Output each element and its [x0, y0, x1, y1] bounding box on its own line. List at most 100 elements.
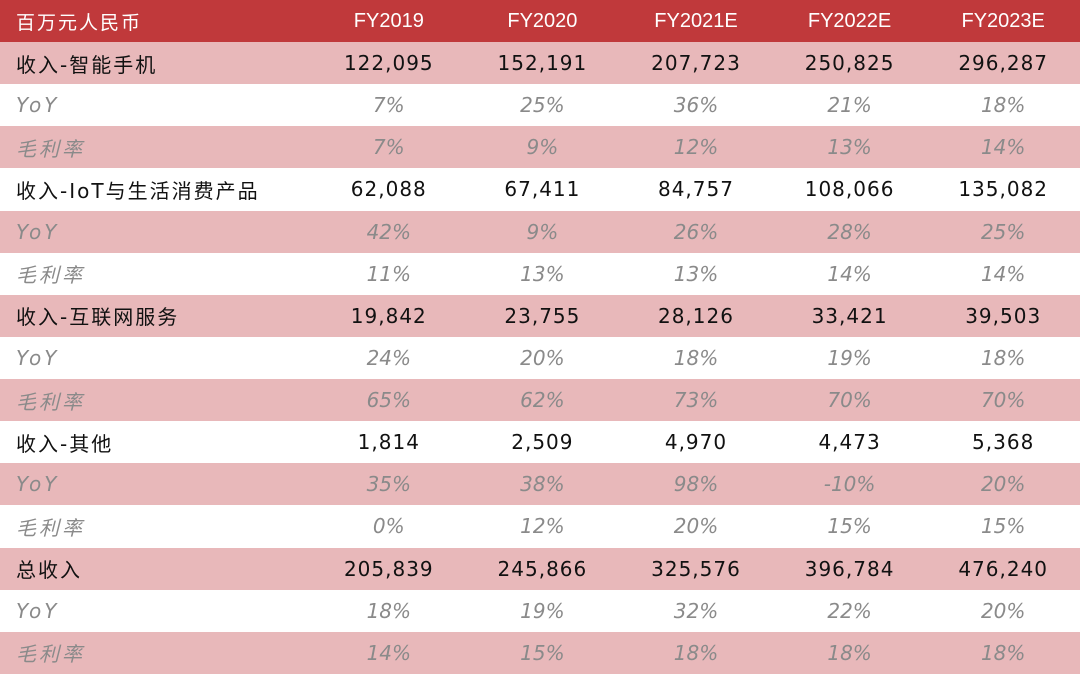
table-cell: 18%	[980, 345, 1026, 370]
table-cell: 20%	[673, 514, 719, 539]
table-cell: 4,970	[664, 430, 728, 455]
table-cell: 14%	[980, 261, 1026, 286]
table-cell: 7%	[372, 93, 405, 118]
table-cell: 38%	[520, 472, 565, 497]
table-cell: 19%	[827, 345, 872, 370]
row-label: 总收入	[16, 558, 82, 583]
table-cell: 14%	[827, 261, 872, 286]
table-cell: 18%	[673, 640, 719, 665]
table-cell: 21%	[827, 93, 872, 118]
row-label: 毛利率	[16, 642, 85, 667]
table-cell: 19%	[520, 598, 565, 623]
table-row: 总收入 205,839 245,866 325,576 396,784 476,240	[0, 547, 1080, 590]
table-row: YoY 35% 38% 98% -10% 20%	[0, 463, 1080, 506]
table-cell: 65%	[366, 388, 412, 413]
table-cell: 18%	[980, 93, 1026, 118]
table-row: 毛利率 11% 13% 13% 14% 14%	[0, 252, 1080, 295]
header-unit: 百万元人民币	[16, 11, 143, 34]
row-label: 毛利率	[16, 515, 85, 540]
table-cell: 207,723	[651, 51, 741, 76]
table-cell: 67,411	[504, 177, 581, 202]
table-cell: 23,755	[504, 303, 581, 328]
table-cell: 62%	[520, 388, 565, 413]
table-cell: 14%	[366, 640, 412, 665]
table-cell: 7%	[372, 135, 405, 160]
table-cell: 20%	[980, 598, 1026, 623]
row-label: 收入-IoT与生活消费产品	[16, 178, 260, 203]
table-cell: 98%	[673, 472, 719, 497]
table-cell: 18%	[673, 345, 719, 370]
table-cell: 476,240	[958, 556, 1049, 581]
table-cell: 22%	[827, 598, 872, 623]
table-row: YoY 24% 20% 18% 19% 18%	[0, 336, 1080, 379]
table-cell: 18%	[366, 598, 412, 623]
table-cell: 20%	[520, 345, 565, 370]
table-cell: 396,784	[804, 556, 895, 581]
table-cell: 33,421	[811, 303, 888, 328]
table-row: YoY 42% 9% 26% 28% 25%	[0, 210, 1080, 253]
table-cell: 26%	[673, 219, 719, 244]
table-row: 毛利率 0% 12% 20% 15% 15%	[0, 505, 1080, 548]
table-cell: 36%	[673, 93, 719, 118]
table-row: 毛利率 14% 15% 18% 18% 18%	[0, 631, 1080, 674]
header-fy2020: FY2020	[507, 9, 578, 32]
table-cell: 14%	[980, 135, 1026, 160]
row-label: 收入-互联网服务	[16, 305, 180, 330]
table-cell: 9%	[526, 219, 559, 244]
table-cell: 296,287	[958, 51, 1049, 76]
table-row: 毛利率 65% 62% 73% 70% 70%	[0, 379, 1080, 422]
table-cell: 28,126	[657, 303, 734, 328]
table-cell: 108,066	[804, 177, 895, 202]
table-body: 收入-智能手机 122,095 152,191 207,723 250,825 296,2…	[0, 42, 1080, 674]
table-cell: 13%	[827, 135, 872, 160]
table-row: 收入-其他 1,814 2,509 4,970 4,473 5,368	[0, 421, 1080, 464]
table-cell: 20%	[980, 472, 1026, 497]
header-fy2022e: FY2022E	[807, 9, 892, 32]
table-cell: 205,839	[343, 556, 434, 581]
table-cell: 28%	[827, 219, 872, 244]
table-cell: -10%	[823, 472, 876, 497]
table-cell: 13%	[673, 261, 719, 286]
table-cell: 70%	[980, 388, 1026, 413]
table-cell: 42%	[366, 219, 412, 244]
table-cell: 32%	[673, 598, 719, 623]
table-cell: 25%	[520, 93, 565, 118]
row-label: YoY	[16, 472, 60, 497]
table-cell: 15%	[980, 514, 1026, 539]
table-row: 毛利率 7% 9% 12% 13% 14%	[0, 126, 1080, 169]
table-cell: 9%	[526, 135, 559, 160]
table-cell: 1,814	[357, 430, 420, 455]
table-cell: 152,191	[497, 51, 588, 76]
table-row: 收入-IoT与生活消费产品 62,088 67,411 84,757 108,066 13…	[0, 168, 1080, 211]
table-cell: 11%	[366, 261, 412, 286]
table-cell: 73%	[673, 388, 719, 413]
row-label: 毛利率	[16, 389, 85, 414]
table-cell: 15%	[827, 514, 872, 539]
table-cell: 250,825	[804, 51, 895, 76]
table-cell: 18%	[827, 640, 872, 665]
table-cell: 2,509	[511, 430, 574, 455]
row-label: 毛利率	[16, 263, 85, 288]
table-cell: 135,082	[958, 177, 1049, 202]
table-cell: 35%	[366, 472, 412, 497]
row-label: YoY	[16, 219, 60, 244]
header-fy2023e: FY2023E	[961, 9, 1045, 32]
row-label: 收入-其他	[16, 431, 114, 456]
table-cell: 70%	[827, 388, 872, 413]
table-cell: 15%	[520, 640, 565, 665]
header-fy2021e: FY2021E	[654, 9, 738, 32]
table-row: YoY 18% 19% 32% 22% 20%	[0, 589, 1080, 632]
row-label: YoY	[16, 345, 60, 370]
table-cell: 245,866	[497, 556, 588, 581]
table-cell: 325,576	[651, 556, 741, 581]
table-row: 收入-智能手机 122,095 152,191 207,723 250,825 296,2…	[0, 42, 1080, 85]
table-row: 收入-互联网服务 19,842 23,755 28,126 33,421 39,503	[0, 294, 1080, 337]
table-cell: 39,503	[965, 303, 1042, 328]
table-cell: 122,095	[343, 51, 434, 76]
table-header-row: 百万元人民币 FY2019 FY2020 FY2021E FY2022E FY2…	[0, 0, 1080, 42]
table-cell: 0%	[372, 514, 405, 539]
table-cell: 13%	[520, 261, 565, 286]
table-cell: 18%	[980, 640, 1026, 665]
table-cell: 12%	[520, 514, 565, 539]
